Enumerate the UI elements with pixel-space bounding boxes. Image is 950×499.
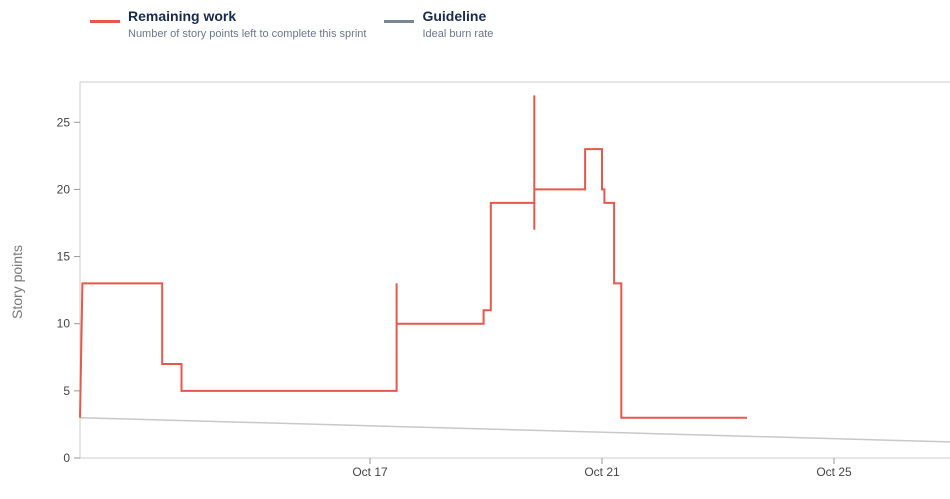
y-axis-title: Story points [9, 245, 25, 319]
legend-title-guideline: Guideline [422, 8, 487, 24]
y-tick-label: 10 [57, 317, 71, 331]
legend-title-remaining-work: Remaining work [128, 8, 237, 24]
chart-axes: 0 5 10 15 20 25 Oct 17 Oct 21 Oct 25 [57, 81, 950, 479]
x-tick-label: Oct 25 [816, 465, 852, 479]
series-line-guideline [79, 416, 950, 443]
y-tick-label: 20 [57, 182, 71, 196]
x-tick-label: Oct 17 [352, 465, 388, 479]
y-tick-label: 15 [57, 250, 71, 264]
y-tick-label: 0 [63, 451, 70, 465]
legend-description-remaining-work: Number of story points left to complete … [128, 28, 367, 40]
legend-swatch-guideline [384, 20, 415, 23]
legend-item-guideline[interactable]: Guideline Ideal burn rate [384, 8, 493, 41]
y-tick-label: 5 [63, 384, 70, 398]
legend-item-remaining-work[interactable]: Remaining work Number of story points le… [0, 8, 366, 41]
chart-legend: Remaining work Number of story points le… [0, 8, 493, 41]
y-tick-label: 25 [57, 115, 71, 129]
legend-swatch-remaining-work [90, 20, 120, 23]
legend-description-guideline: Ideal burn rate [422, 28, 494, 40]
series-line-remaining-work [79, 95, 747, 419]
chart-series-layer [79, 95, 950, 443]
x-tick-label: Oct 21 [584, 465, 620, 479]
